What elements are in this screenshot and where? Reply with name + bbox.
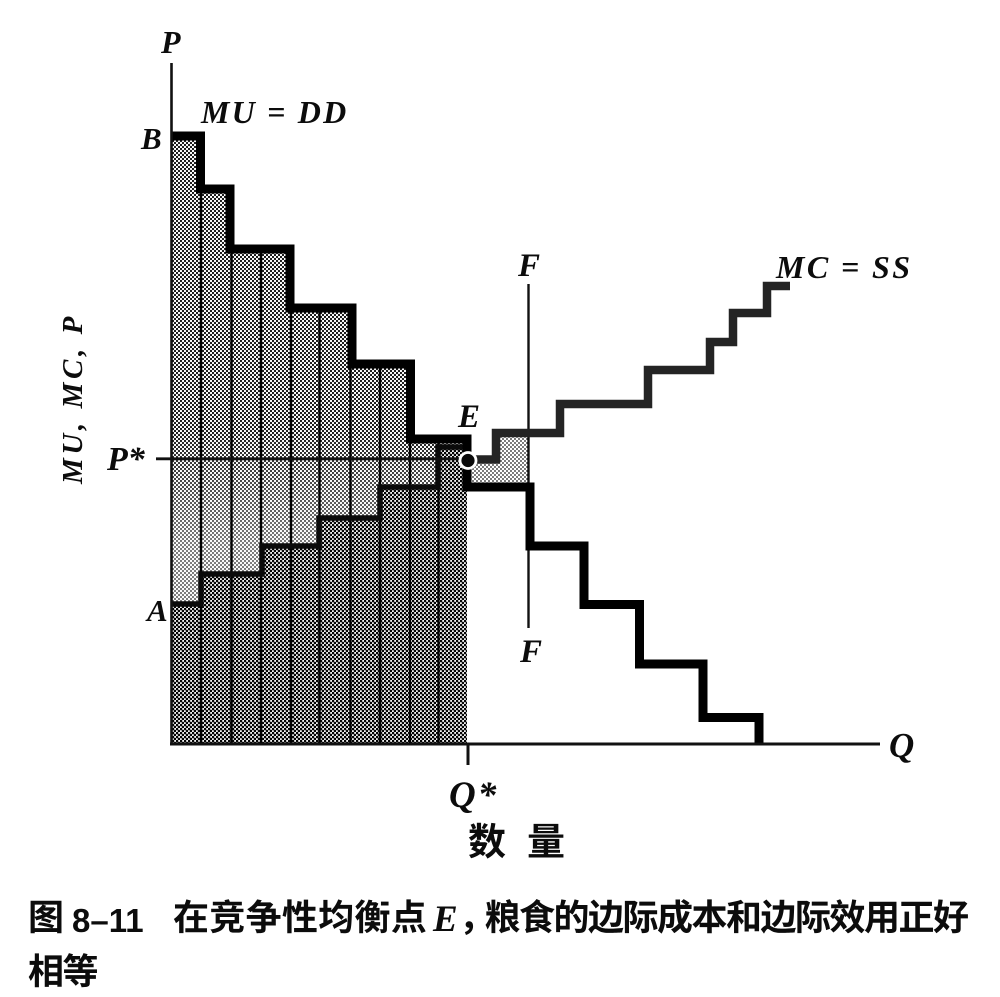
svg-text:E: E bbox=[432, 899, 458, 940]
svg-text:MC = SS: MC = SS bbox=[775, 249, 912, 285]
svg-text:MU = DD: MU = DD bbox=[200, 94, 348, 130]
svg-text:Q: Q bbox=[889, 726, 914, 765]
svg-text:P*: P* bbox=[106, 441, 146, 478]
svg-text:F: F bbox=[517, 248, 540, 284]
svg-text:P: P bbox=[160, 24, 181, 60]
svg-text:8–11: 8–11 bbox=[72, 902, 144, 939]
svg-text:A: A bbox=[145, 593, 168, 628]
svg-text:F: F bbox=[519, 634, 542, 670]
svg-text:B: B bbox=[140, 121, 162, 156]
svg-text:MU, MC, P: MU, MC, P bbox=[57, 313, 89, 485]
svg-text:E: E bbox=[457, 399, 480, 435]
svg-text:Q*: Q* bbox=[449, 775, 498, 816]
